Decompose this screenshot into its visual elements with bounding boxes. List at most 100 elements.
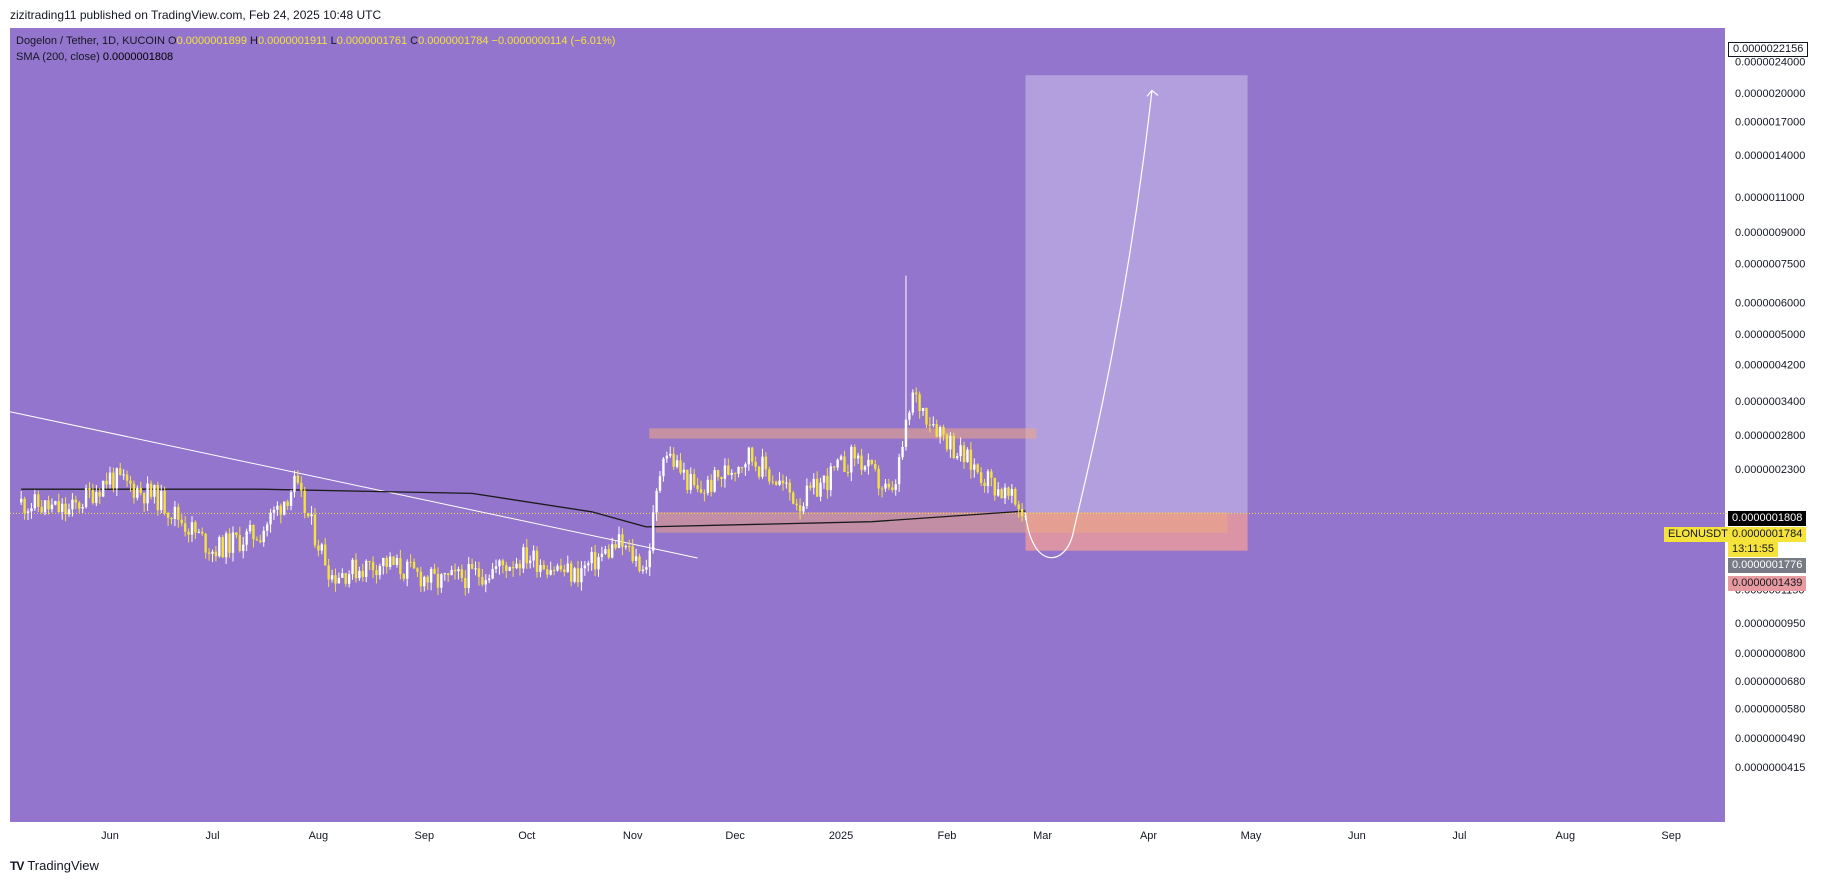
candle-body: [600, 553, 604, 558]
y-tick-label: 0.0000002300: [1735, 464, 1805, 476]
close-value: 0.0000001784: [418, 35, 489, 47]
candle-body: [720, 476, 723, 479]
published-header: zizitrading11 published on TradingView.c…: [10, 8, 382, 22]
candle-body: [132, 483, 136, 498]
footer: TV TradingView: [10, 858, 99, 873]
candle-body: [727, 465, 730, 475]
annotation-layer: [9, 75, 1730, 559]
x-tick-label: Jul: [205, 830, 219, 842]
y-tick-label: 0.0000009000: [1735, 227, 1805, 239]
candle-body: [235, 532, 238, 536]
candle-body: [204, 533, 207, 553]
candle-body: [665, 455, 669, 459]
y-tick-label: 0.0000002800: [1735, 430, 1805, 442]
candle-body: [313, 514, 317, 546]
candle-body: [549, 570, 552, 575]
sma-label: SMA (200, close): [16, 51, 100, 63]
candle-body: [587, 563, 590, 566]
candle-body: [894, 484, 897, 490]
candle-body: [751, 447, 754, 462]
candle-body: [122, 474, 125, 476]
candle-body: [378, 565, 382, 576]
candle-body: [884, 483, 887, 489]
y-tick-label: 0.0000007500: [1735, 259, 1805, 271]
candle-body: [754, 461, 757, 467]
candle-body: [511, 567, 515, 569]
candle-body: [689, 474, 692, 490]
candle-body: [1010, 488, 1014, 496]
candle-body: [546, 569, 549, 575]
candle-body: [228, 533, 231, 553]
candle-body: [552, 570, 556, 572]
x-tick-label: Mar: [1033, 830, 1052, 842]
candle-body: [973, 464, 976, 470]
candle-body: [269, 512, 272, 525]
candle-body: [457, 569, 460, 572]
candle-body: [911, 392, 914, 413]
candle-body: [283, 501, 286, 515]
candle-body: [932, 424, 935, 426]
candle-body: [440, 574, 443, 588]
candle-body: [375, 570, 378, 576]
y-tick-label: 0.0000020000: [1735, 88, 1805, 100]
candle-body: [146, 483, 149, 504]
candle-body: [358, 570, 361, 579]
candle-body: [682, 469, 686, 473]
x-tick-label: Jul: [1452, 830, 1466, 842]
candle-body: [938, 426, 942, 437]
x-tick-label: Sep: [414, 830, 434, 842]
tradingview-logo: TV: [10, 858, 24, 873]
candle-body: [686, 469, 689, 490]
candle-body: [518, 563, 522, 569]
candle-body: [877, 468, 880, 489]
low-value: 0.0000001761: [336, 35, 408, 47]
candle-body: [272, 509, 276, 513]
candle-body: [539, 564, 542, 572]
candle-body: [522, 547, 525, 569]
candle-body: [67, 509, 71, 515]
tradingview-brand[interactable]: TradingView: [27, 858, 99, 873]
candle-body: [768, 469, 771, 482]
candle-body: [423, 576, 426, 587]
candle-body: [142, 493, 146, 504]
candle-body: [190, 522, 194, 535]
candle-body: [470, 563, 474, 569]
ohlc-legend: Dogelon / Tether, 1D, KUCOIN O0.00000018…: [16, 35, 615, 47]
x-tick-label: Nov: [623, 830, 643, 842]
sma-legend: SMA (200, close) 0.0000001808: [16, 51, 173, 63]
candle-body: [218, 537, 221, 557]
candle-body: [624, 546, 628, 548]
candle-body: [559, 565, 563, 570]
candle-body: [320, 544, 324, 551]
candle-body: [798, 505, 802, 512]
candle-body: [908, 412, 911, 420]
candle-body: [833, 466, 836, 468]
change-value: −0.0000000114 (−6.01%): [491, 35, 616, 47]
sma-price-tag: 0.0000001808: [1728, 511, 1807, 526]
candle-body: [337, 577, 341, 584]
candle-body: [19, 498, 23, 503]
candle-body: [505, 565, 508, 571]
candle-body: [265, 524, 269, 531]
candle-body: [84, 488, 88, 508]
y-tick-label: 0.0000000950: [1735, 618, 1805, 630]
candle-body: [119, 468, 122, 475]
candle-body: [836, 459, 839, 468]
candle-body: [819, 482, 822, 497]
high-value: 0.0000001911: [257, 35, 328, 47]
candle-body: [81, 507, 84, 509]
candle-body: [993, 477, 996, 496]
open-label: O: [168, 35, 177, 47]
candle-body: [477, 568, 481, 577]
x-tick-label: Apr: [1140, 830, 1157, 842]
candle-body: [802, 506, 805, 512]
candle-body: [474, 568, 477, 570]
candle-body: [248, 525, 252, 532]
close-label: C: [410, 35, 419, 47]
countdown-tag: 13:11:55: [1728, 542, 1779, 557]
candle-body: [679, 460, 682, 473]
candle-body: [371, 562, 375, 571]
sma-line: [21, 488, 1026, 528]
candle-body: [26, 511, 30, 513]
